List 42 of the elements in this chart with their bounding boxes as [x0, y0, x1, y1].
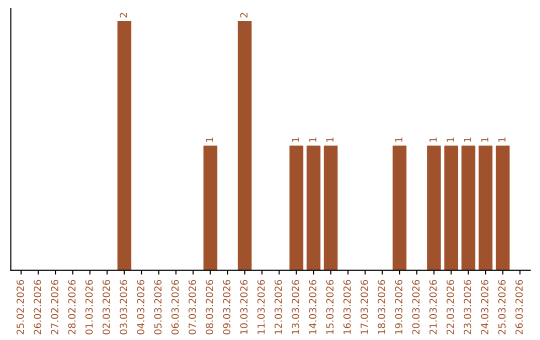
data-label: 1: [464, 138, 472, 142]
x-tick-label: 14.03.2026: [309, 280, 316, 334]
data-label: 1: [292, 138, 300, 142]
x-tick-label: 03.03.2026: [120, 280, 128, 334]
x-tick-label: 25.02.2026: [16, 280, 24, 334]
x-tick-label: 17.03.2026: [360, 280, 368, 334]
x-tick-label: 23.03.2026: [464, 280, 472, 334]
x-tick-label: 28.02.2026: [68, 280, 76, 334]
data-label: 1: [206, 138, 214, 142]
x-tick-label: 19.03.2026: [395, 280, 402, 334]
data-label: 1: [309, 138, 316, 142]
x-tick-label: 26.02.2026: [34, 280, 42, 334]
x-tick-label: 09.03.2026: [223, 280, 230, 334]
data-label: 1: [498, 138, 506, 142]
data-label: 2: [120, 12, 128, 18]
x-tick-label: 25.03.2026: [498, 280, 506, 334]
x-tick-label: 08.03.2026: [206, 280, 214, 334]
x-tick-label: 16.03.2026: [343, 280, 351, 334]
data-label: 1: [326, 138, 334, 142]
x-tick-label: 11.03.2026: [257, 280, 265, 334]
x-tick-label: 12.03.2026: [274, 280, 282, 334]
x-tick-label: 01.03.2026: [85, 280, 93, 334]
data-label: 1: [446, 138, 454, 142]
x-tick-label: 22.03.2026: [446, 280, 454, 334]
x-tick-label: 27.02.2026: [50, 280, 58, 334]
x-tick-label: 07.03.2026: [188, 280, 196, 334]
data-label: 1: [430, 138, 437, 142]
data-label: 1: [481, 138, 488, 142]
x-tick-label: 06.03.2026: [171, 280, 179, 334]
x-tick-label: 15.03.2026: [326, 280, 334, 334]
x-tick-label: 21.03.2026: [429, 280, 437, 334]
data-label: 1: [395, 138, 402, 142]
x-tick-label: 18.03.2026: [378, 280, 386, 334]
x-tick-label: 26.03.2026: [515, 280, 523, 334]
x-tick-label: 20.03.2026: [412, 280, 420, 334]
x-tick-label: 05.03.2026: [154, 280, 162, 334]
x-tick-label: 02.03.2026: [102, 280, 110, 334]
x-tick-label: 10.03.2026: [240, 280, 248, 334]
x-tick-label: 24.03.2026: [481, 280, 488, 334]
x-tick-label: 13.03.2026: [292, 280, 300, 334]
data-label: 2: [240, 12, 248, 18]
x-tick-label: 04.03.2026: [136, 280, 144, 334]
